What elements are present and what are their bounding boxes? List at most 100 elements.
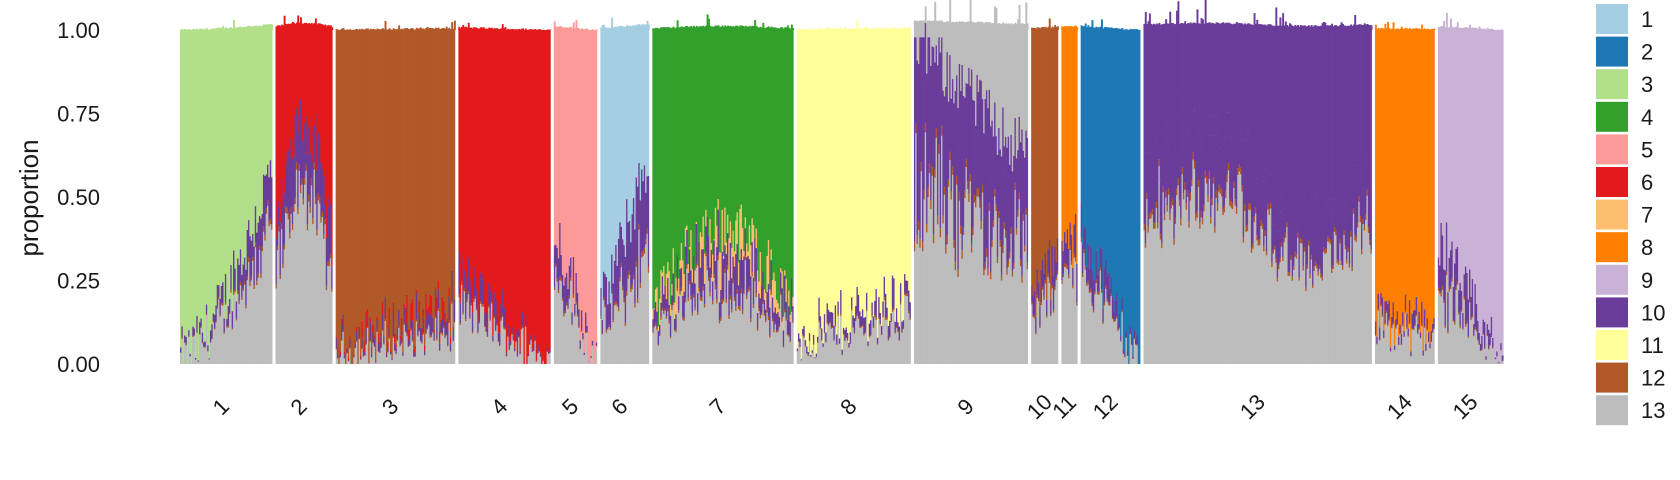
- bar-segment-cluster-3: [204, 29, 207, 342]
- bar-segment-cluster-10: [1146, 154, 1149, 194]
- bar-segment-cluster-13: [1340, 265, 1343, 364]
- bar-segment-cluster-4: [733, 26, 736, 252]
- bar-segment-cluster-6: [391, 357, 394, 359]
- bar-2-5: [280, 24, 283, 364]
- bar-segment-cluster-6: [496, 28, 499, 300]
- bar-15-16: [1458, 27, 1461, 364]
- bar-segment-cluster-12: [1192, 152, 1195, 160]
- bar-segment-cluster-12: [863, 334, 866, 336]
- bar-segment-cluster-10: [939, 52, 942, 138]
- bar-segment-cluster-13: [683, 320, 686, 364]
- bar-segment-cluster-10: [607, 304, 609, 318]
- bar-segment-cluster-12: [380, 29, 383, 333]
- bar-segment-cluster-10: [622, 239, 624, 251]
- bar-segment-cluster-13: [260, 278, 263, 364]
- bar-segment-cluster-12: [1144, 243, 1147, 248]
- bar-segment-cluster-10: [1440, 222, 1443, 271]
- bar-segment-cluster-12: [653, 325, 656, 328]
- bar-segment-cluster-13: [1088, 293, 1091, 364]
- bar-segment-cluster-13: [1389, 351, 1392, 364]
- bar-segment-cluster-12: [890, 320, 893, 323]
- bar-9-49: [979, 21, 982, 364]
- bar-segment-cluster-10: [1011, 171, 1014, 221]
- bar-segment-cluster-13: [979, 207, 982, 364]
- bar-segment-cluster-10: [289, 156, 292, 233]
- bar-3-79: [441, 28, 444, 364]
- bar-segment-cluster-13: [1464, 326, 1467, 364]
- bar-1-63: [264, 24, 267, 364]
- bar-segment-cluster-13: [906, 296, 909, 364]
- bar-9-67: [1003, 23, 1006, 364]
- bar-segment-cluster-11: [897, 28, 900, 323]
- bar-segment-cluster-10: [1222, 22, 1225, 151]
- bar-segment-cluster-13: [585, 332, 587, 364]
- bar-segment-cluster-12: [837, 314, 840, 317]
- bar-segment-cluster-10: [1032, 295, 1035, 316]
- bar-segment-cluster-13: [1396, 325, 1399, 364]
- bar-5-14: [571, 28, 574, 364]
- bar-segment-cluster-12: [1227, 163, 1230, 171]
- bar-segment-cluster-12: [1475, 329, 1478, 332]
- bar-segment-cluster-10: [924, 22, 927, 123]
- bar-segment-cluster-10: [1415, 296, 1418, 315]
- bar-9-6: [920, 20, 923, 364]
- bar-segment-cluster-10: [1035, 317, 1038, 333]
- bar-segment-cluster-2: [1092, 27, 1095, 281]
- bar-13-105: [1284, 21, 1287, 364]
- bar-14-27: [1410, 29, 1413, 364]
- bar-segment-cluster-13: [1408, 324, 1411, 364]
- bar-segment-cluster-10: [1290, 24, 1293, 203]
- bar-segment-cluster-10: [915, 37, 918, 71]
- bar-segment-cluster-10: [1482, 321, 1485, 334]
- bar-segment-cluster-13: [996, 23, 999, 155]
- bar-segment-cluster-10: [1367, 186, 1370, 228]
- bar-segment-cluster-10: [687, 272, 690, 299]
- bar-segment-cluster-10: [983, 217, 986, 269]
- bar-segment-cluster-12: [490, 301, 493, 304]
- bar-segment-cluster-10: [949, 55, 952, 152]
- bar-segment-cluster-13: [301, 184, 304, 364]
- bar-segment-cluster-10: [1497, 361, 1500, 363]
- bar-8-41: [851, 28, 853, 364]
- bar-segment-cluster-11: [837, 28, 840, 302]
- bar-4-16: [478, 28, 481, 364]
- bar-segment-cluster-10: [1306, 227, 1309, 265]
- bar-segment-cluster-10: [1252, 25, 1255, 194]
- bar-segment-cluster-10: [417, 328, 420, 336]
- bar-segment-cluster-2: [1137, 30, 1140, 364]
- bar-segment-cluster-10: [1280, 217, 1283, 243]
- bar-8-47: [859, 28, 862, 364]
- bar-segment-cluster-10: [196, 315, 199, 332]
- bar-2-15: [294, 23, 297, 364]
- bar-segment-cluster-12: [860, 326, 863, 328]
- bar-segment-cluster-12: [383, 343, 386, 345]
- bar-segment-cluster-10: [287, 149, 290, 214]
- bar-segment-cluster-12: [239, 281, 242, 286]
- bar-segment-cluster-13: [347, 361, 350, 364]
- bar-1-67: [269, 24, 272, 364]
- bar-segment-cluster-6: [425, 294, 428, 319]
- bar-segment-cluster-4: [678, 27, 680, 279]
- bar-5-7: [561, 27, 564, 364]
- bar-2-8: [284, 23, 287, 364]
- bar-segment-cluster-13: [789, 342, 792, 364]
- bar-segment-cluster-13: [1043, 300, 1046, 364]
- bar-segment-cluster-6: [301, 23, 304, 141]
- bar-segment-cluster-12: [458, 294, 461, 298]
- bar-segment-cluster-10: [950, 123, 953, 192]
- bar-5-22: [582, 29, 585, 364]
- bar-segment-cluster-13: [624, 326, 627, 364]
- bar-segment-cluster-10: [531, 349, 534, 352]
- bar-13-135: [1325, 25, 1328, 364]
- bar-segment-cluster-6: [541, 30, 544, 364]
- bar-segment-cluster-10: [985, 151, 988, 249]
- bar-13-72: [1239, 23, 1242, 364]
- bar-segment-cluster-10: [230, 265, 233, 290]
- bar-segment-cluster-13: [998, 217, 1001, 364]
- bar-6-34: [645, 25, 648, 364]
- bar-3-48: [399, 29, 402, 364]
- bar-segment-cluster-12: [528, 344, 531, 345]
- bar-segment-cluster-13: [387, 352, 390, 364]
- bar-segment-cluster-13: [402, 355, 405, 364]
- bar-segment-cluster-13: [1024, 251, 1026, 364]
